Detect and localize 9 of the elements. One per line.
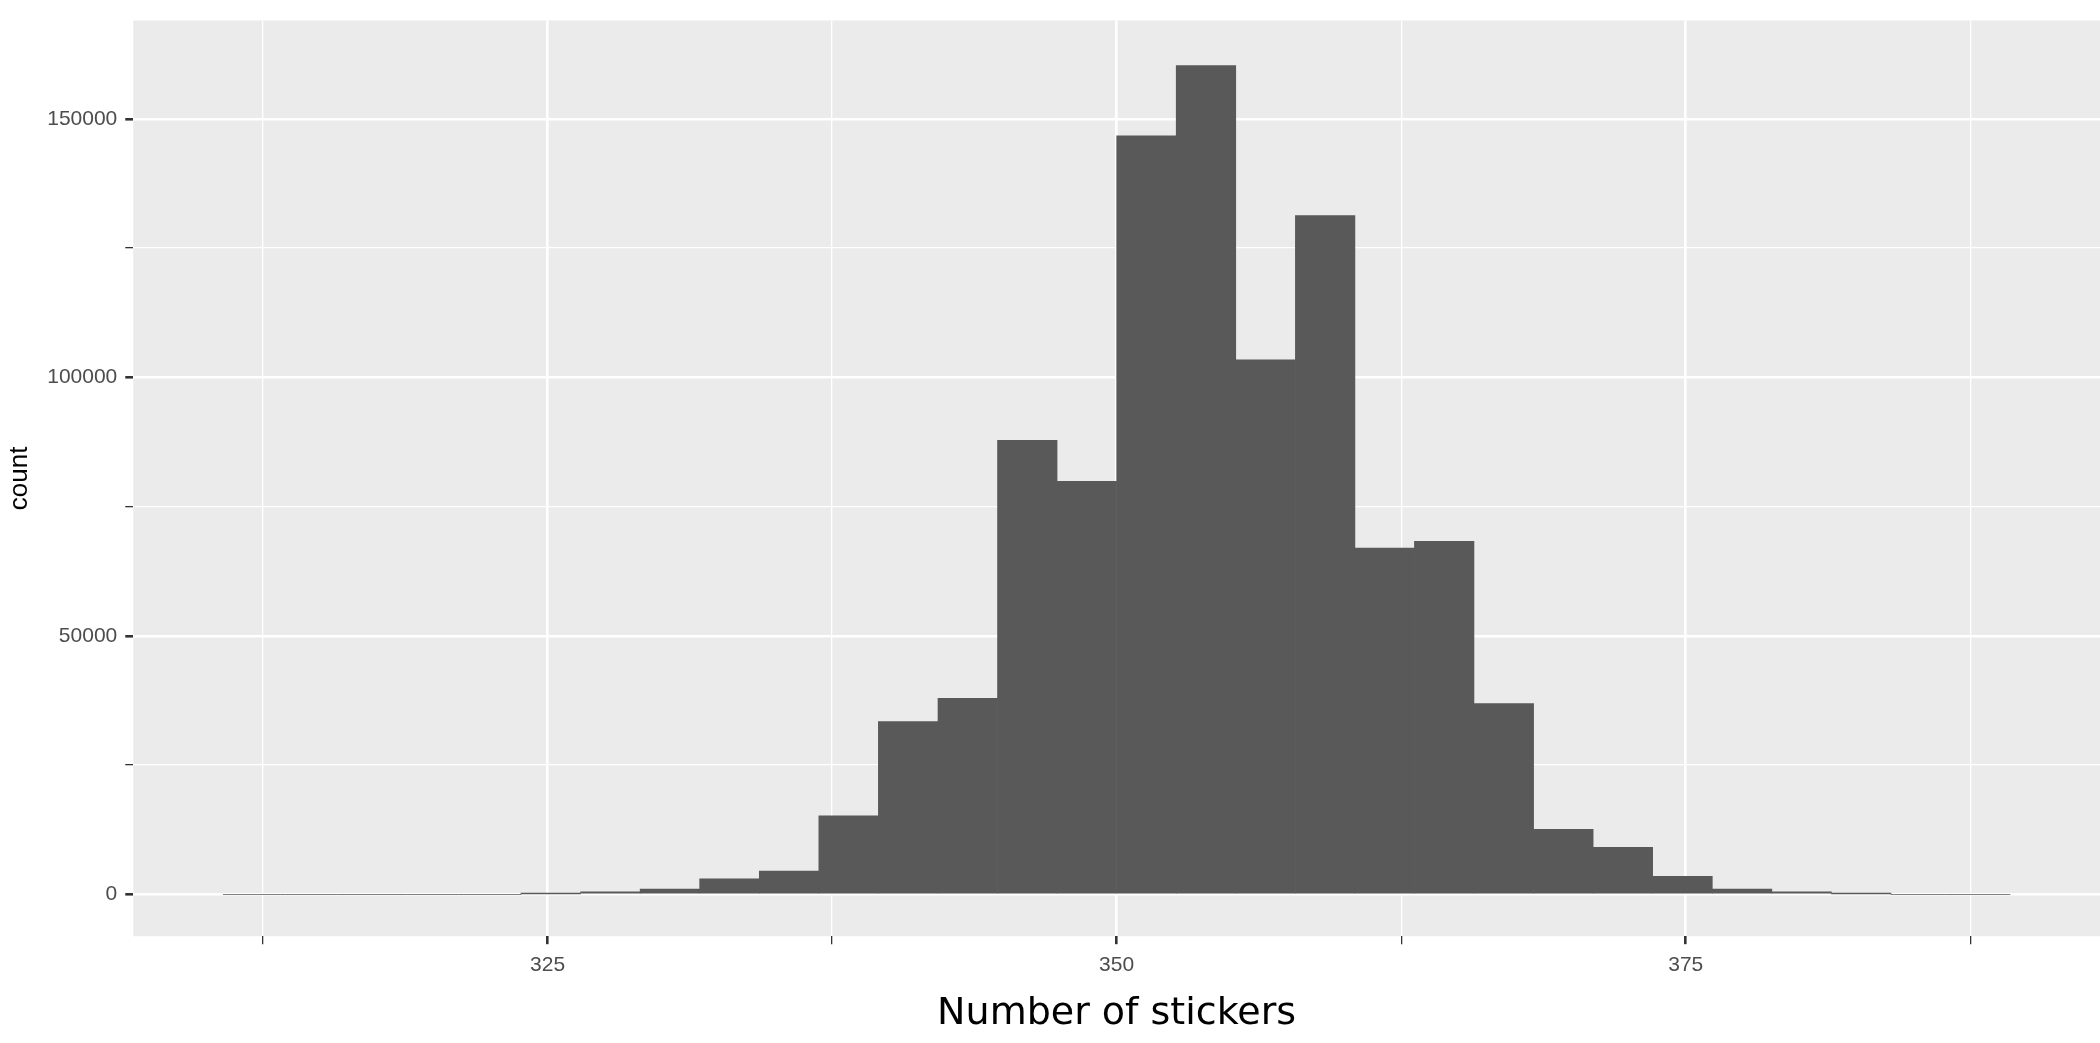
- y-axis-title: count: [2, 445, 33, 511]
- y-tick-label: 0: [105, 881, 118, 905]
- y-tick-label: 100000: [47, 364, 118, 388]
- x-tick-label: 350: [1099, 951, 1135, 975]
- x-tick-label: 375: [1668, 951, 1704, 975]
- y-tick-label: 50000: [58, 622, 118, 646]
- y-tick-label: 150000: [47, 105, 118, 129]
- x-tick-label: 325: [530, 951, 566, 975]
- x-axis-title: Number of stickers: [937, 989, 1297, 1034]
